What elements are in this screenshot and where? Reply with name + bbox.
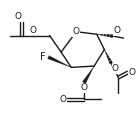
Text: O: O <box>14 12 21 21</box>
Polygon shape <box>106 55 109 58</box>
Text: O: O <box>73 27 80 36</box>
Polygon shape <box>110 34 113 38</box>
Text: O: O <box>114 26 121 35</box>
Text: F: F <box>40 52 46 62</box>
Polygon shape <box>48 56 71 67</box>
Text: O: O <box>129 68 136 77</box>
Text: O: O <box>112 64 119 73</box>
Text: O: O <box>60 95 67 104</box>
Polygon shape <box>82 66 94 84</box>
Polygon shape <box>97 34 100 35</box>
Text: O: O <box>30 26 37 35</box>
Polygon shape <box>109 60 113 64</box>
Text: O: O <box>80 83 88 92</box>
Polygon shape <box>103 34 107 36</box>
Polygon shape <box>107 57 111 61</box>
Polygon shape <box>107 34 110 37</box>
Polygon shape <box>104 50 106 52</box>
Polygon shape <box>105 52 108 55</box>
Polygon shape <box>100 34 103 36</box>
